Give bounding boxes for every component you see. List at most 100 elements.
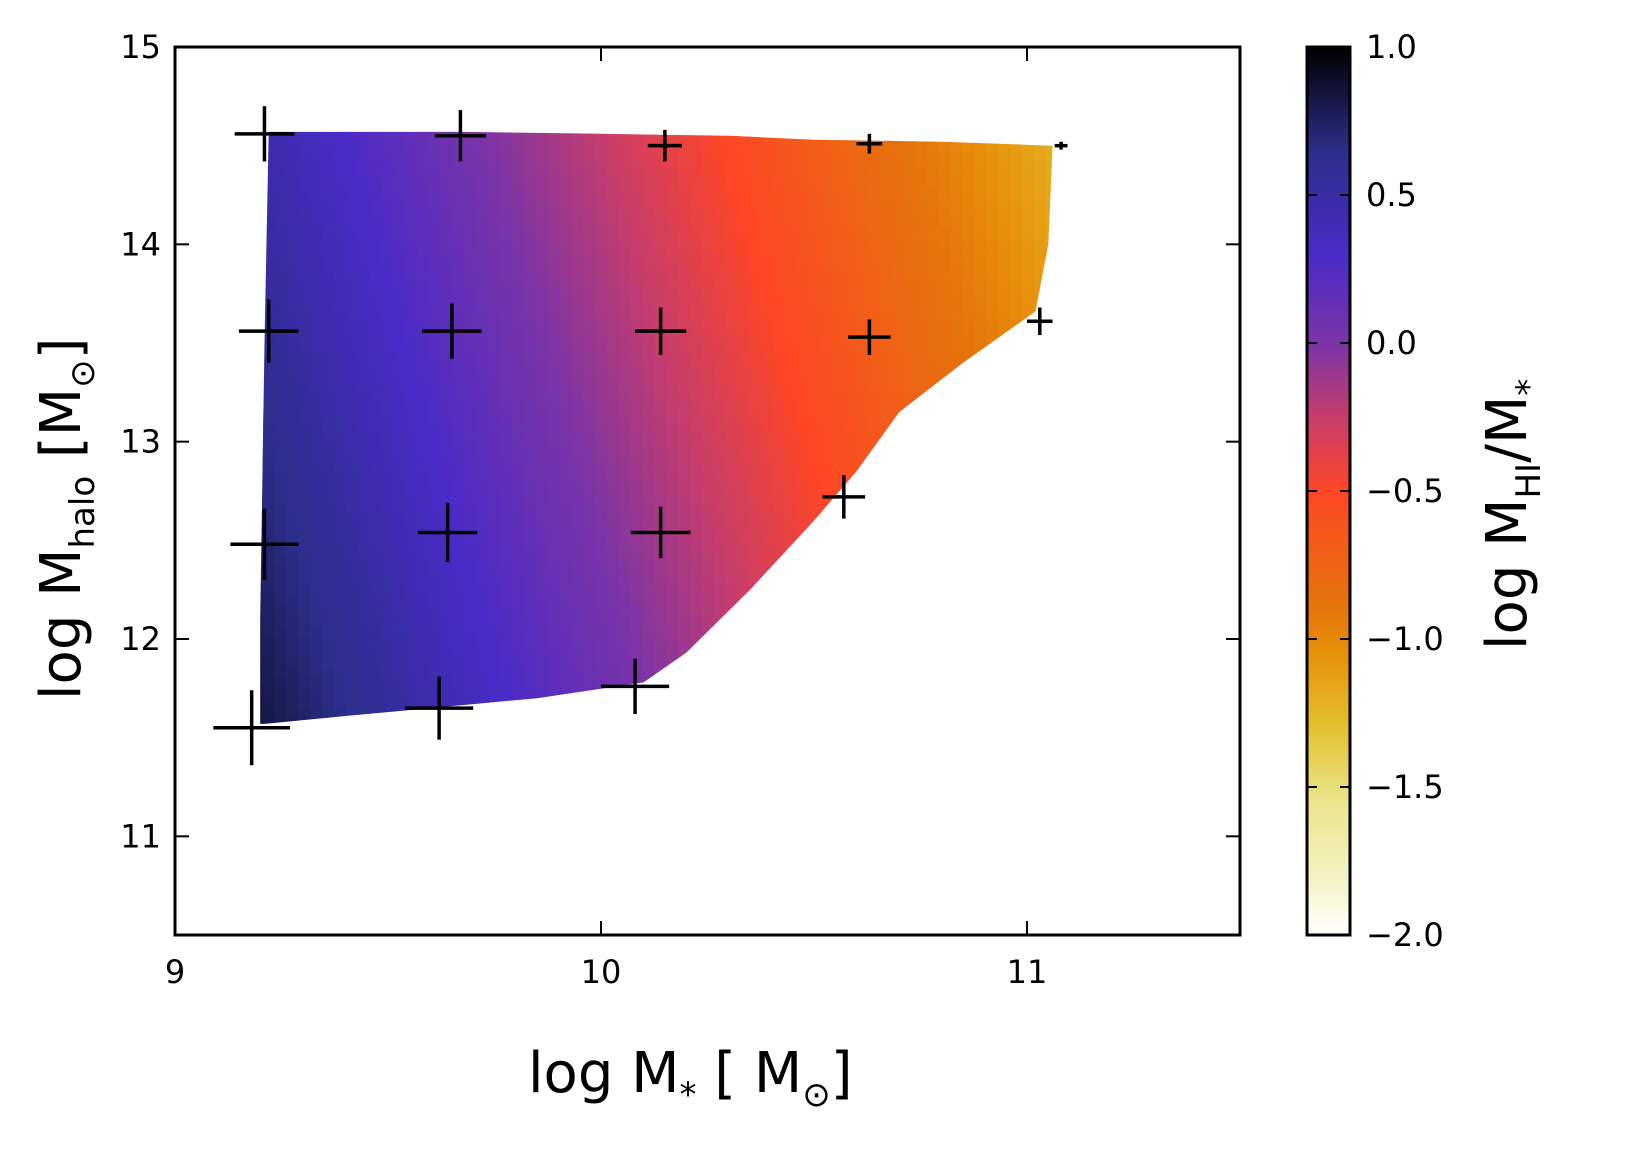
heatmap-cell bbox=[499, 645, 513, 657]
heatmap-cell bbox=[381, 166, 394, 178]
heatmap-cell bbox=[523, 533, 537, 545]
heatmap-cell bbox=[333, 625, 347, 637]
heatmap-cell bbox=[761, 676, 774, 688]
heatmap-cell bbox=[689, 523, 703, 535]
heatmap-cell bbox=[428, 360, 442, 372]
heatmap-cell bbox=[571, 656, 584, 668]
heatmap-cell bbox=[260, 227, 264, 239]
heatmap-cell bbox=[476, 666, 489, 678]
heatmap-cell bbox=[523, 411, 537, 423]
heatmap-cell bbox=[761, 156, 774, 168]
heatmap-cell bbox=[310, 574, 323, 586]
heatmap-cell bbox=[1022, 268, 1035, 280]
heatmap-cell bbox=[642, 584, 656, 596]
heatmap-cell bbox=[642, 268, 656, 280]
heatmap-cell bbox=[784, 360, 798, 372]
heatmap-cell bbox=[772, 645, 786, 657]
heatmap-cell bbox=[274, 340, 288, 352]
heatmap-cell bbox=[772, 554, 786, 566]
heatmap-cell bbox=[820, 523, 834, 535]
heatmap-cell bbox=[891, 227, 905, 239]
heatmap-cell bbox=[820, 350, 834, 362]
heatmap-cell bbox=[333, 513, 347, 525]
heatmap-cell bbox=[737, 319, 750, 331]
heatmap-cell bbox=[523, 258, 537, 270]
heatmap-cell bbox=[962, 136, 976, 148]
heatmap-cell bbox=[452, 635, 466, 647]
heatmap-cell bbox=[701, 472, 715, 484]
heatmap-cell bbox=[571, 187, 584, 199]
heatmap-cell bbox=[333, 146, 347, 158]
heatmap-cell bbox=[927, 472, 940, 484]
heatmap-cell bbox=[761, 686, 774, 698]
heatmap-cell bbox=[511, 391, 525, 403]
heatmap-cell bbox=[357, 462, 371, 474]
heatmap-cell bbox=[701, 340, 715, 352]
heatmap-cell bbox=[428, 513, 442, 525]
heatmap-cell bbox=[239, 493, 252, 504]
heatmap-cell bbox=[393, 299, 406, 311]
heatmap-cell bbox=[523, 615, 537, 627]
heatmap-cell bbox=[345, 472, 359, 484]
heatmap-cell bbox=[606, 462, 620, 474]
heatmap-cell bbox=[594, 421, 608, 433]
heatmap-cell bbox=[345, 513, 359, 525]
heatmap-cell bbox=[381, 645, 394, 657]
heatmap-cell bbox=[298, 462, 311, 474]
heatmap-cell bbox=[749, 401, 762, 413]
heatmap-cell bbox=[239, 320, 252, 331]
heatmap-cell bbox=[1022, 227, 1035, 239]
heatmap-cell bbox=[855, 523, 869, 535]
heatmap-cell bbox=[903, 442, 917, 453]
heatmap-cell bbox=[488, 686, 501, 698]
heatmap-cell bbox=[606, 605, 620, 617]
data-cross bbox=[647, 129, 682, 162]
heatmap-cell bbox=[511, 299, 525, 311]
heatmap-cell bbox=[642, 574, 656, 586]
heatmap-cell bbox=[1034, 462, 1047, 474]
heatmap-cell bbox=[286, 187, 300, 199]
heatmap-cell bbox=[260, 166, 264, 178]
heatmap-cell bbox=[239, 157, 252, 168]
heatmap-cell bbox=[559, 707, 572, 719]
heatmap-cell bbox=[405, 584, 418, 596]
heatmap-cell bbox=[357, 707, 371, 719]
heatmap-cell bbox=[808, 472, 822, 484]
heatmap-cell bbox=[1045, 238, 1053, 250]
heatmap-cell bbox=[393, 666, 406, 678]
heatmap-cell bbox=[927, 482, 940, 494]
heatmap-cell bbox=[260, 584, 264, 596]
heatmap-cell bbox=[986, 707, 1000, 719]
heatmap-cell bbox=[262, 717, 276, 724]
heatmap-cell bbox=[499, 136, 513, 148]
heatmap-cell bbox=[998, 207, 1012, 219]
heatmap-cell bbox=[855, 574, 869, 586]
heatmap-cell bbox=[416, 696, 430, 708]
heatmap-cell bbox=[547, 482, 561, 494]
heatmap-cell bbox=[844, 645, 857, 657]
heatmap-cell bbox=[440, 452, 454, 464]
heatmap-cell bbox=[1058, 687, 1071, 698]
heatmap-cell bbox=[310, 594, 323, 606]
heatmap-cell bbox=[499, 686, 513, 698]
heatmap-cell bbox=[416, 391, 430, 403]
heatmap-cell bbox=[1010, 574, 1023, 586]
heatmap-cell bbox=[547, 370, 561, 382]
heatmap-cell bbox=[986, 431, 1000, 443]
heatmap-cell bbox=[606, 676, 620, 688]
heatmap-cell bbox=[416, 411, 430, 423]
heatmap-cell bbox=[891, 207, 905, 219]
heatmap-cell bbox=[345, 278, 359, 290]
heatmap-cell bbox=[962, 401, 976, 413]
heatmap-cell bbox=[903, 523, 917, 535]
heatmap-cell bbox=[452, 176, 466, 188]
heatmap-cell bbox=[606, 146, 620, 158]
heatmap-cell bbox=[927, 176, 940, 188]
heatmap-cell bbox=[701, 146, 715, 158]
heatmap-cell bbox=[832, 370, 845, 382]
heatmap-cell bbox=[974, 574, 988, 586]
heatmap-cell bbox=[476, 605, 489, 617]
heatmap-cell bbox=[832, 645, 845, 657]
heatmap-cell bbox=[262, 187, 276, 199]
